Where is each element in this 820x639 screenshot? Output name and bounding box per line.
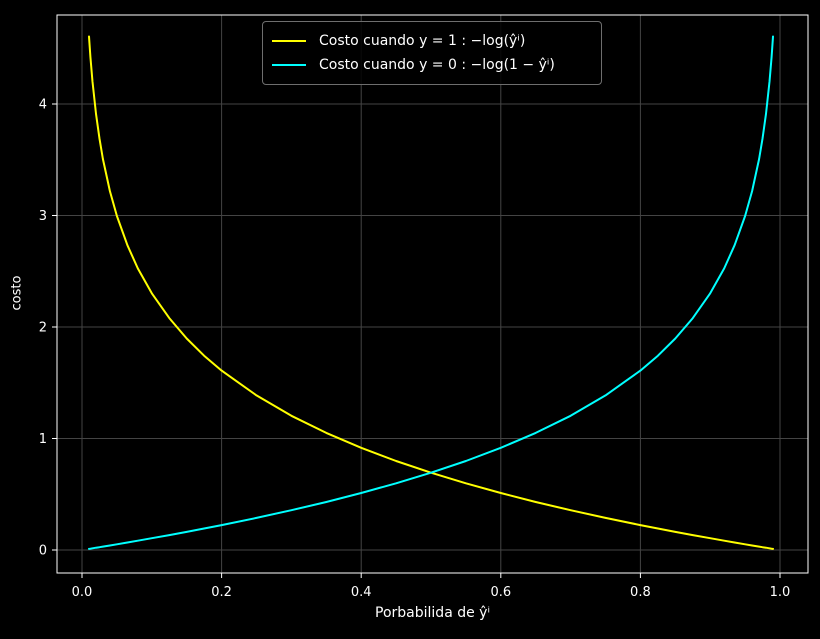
y-axis-label: costo [9, 275, 25, 311]
legend-line-sample-cyan [272, 63, 306, 66]
legend-label-cost-y0: Costo cuando y = 0 : −log(1 − ŷⁱ) [319, 56, 555, 73]
y-tick-label: 3 [39, 209, 47, 224]
x-tick-label: 0.0 [72, 585, 93, 600]
x-tick-label: 0.2 [211, 585, 232, 600]
series-line-1 [88, 35, 774, 550]
y-tick-label: 2 [39, 321, 47, 336]
x-axis-label: Porbabilida de ŷⁱ [375, 605, 490, 621]
x-tick-label: 0.6 [490, 585, 511, 600]
legend: Costo cuando y = 1 : −log(ŷⁱ) Costo cuan… [262, 21, 602, 85]
axes-frame [56, 14, 809, 574]
legend-line-sample-yellow [272, 40, 306, 43]
legend-item-cost-y0: Costo cuando y = 0 : −log(1 − ŷⁱ) [272, 57, 591, 73]
x-tick-label: 0.8 [630, 585, 651, 600]
y-tick-label: 0 [39, 544, 47, 559]
y-tick-label: 4 [39, 98, 47, 113]
legend-label-cost-y1: Costo cuando y = 1 : −log(ŷⁱ) [319, 33, 526, 50]
y-tick-label: 1 [39, 432, 47, 447]
x-tick-label: 1.0 [770, 585, 791, 600]
legend-item-cost-y1: Costo cuando y = 1 : −log(ŷⁱ) [272, 33, 591, 49]
x-tick-label: 0.4 [351, 585, 372, 600]
